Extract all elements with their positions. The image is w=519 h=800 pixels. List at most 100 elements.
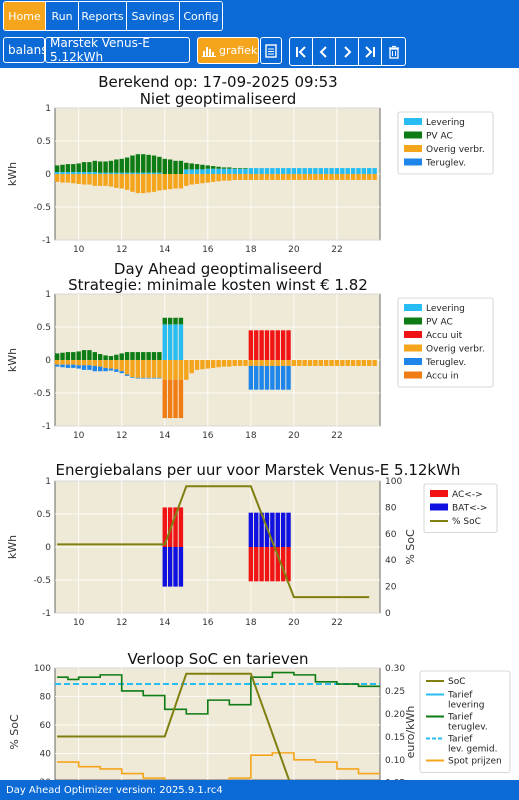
prev-button[interactable]	[313, 38, 336, 65]
x-tick-label: 10	[73, 431, 85, 441]
y-tick-label: 80	[40, 693, 52, 703]
bar-overigverbr	[367, 360, 372, 366]
bar-overigverbr	[87, 174, 92, 185]
bar-teruglev	[259, 365, 264, 390]
bar-overigverbr	[216, 360, 221, 368]
bar-levering	[119, 172, 124, 174]
y-tick-label: -0.5	[33, 389, 51, 399]
next-button[interactable]	[336, 38, 359, 65]
bar-overigverbr	[189, 360, 194, 374]
bar-pvac	[81, 162, 87, 173]
bar-overigverbr	[97, 360, 103, 367]
legend-box	[419, 670, 511, 773]
bar-overigverbr	[264, 174, 270, 180]
bar-ac	[173, 507, 178, 547]
bar-overigverbr	[124, 174, 130, 190]
bar-pvac	[173, 317, 178, 325]
bar-overigverbr	[157, 174, 162, 191]
last-page-button[interactable]	[359, 38, 382, 65]
bar-pvac	[97, 161, 103, 173]
bar-pvac	[184, 162, 189, 170]
bar-overigverbr	[302, 174, 307, 180]
bar-pvac	[151, 155, 157, 173]
report-select[interactable]: balans	[3, 37, 48, 63]
bar-levering	[151, 172, 157, 174]
table-view-button[interactable]	[260, 37, 282, 64]
bar-pvac	[87, 350, 92, 360]
bar-pvac	[167, 317, 173, 325]
bar-pvac	[54, 165, 60, 173]
bar-pvac	[97, 354, 103, 360]
soc-line	[57, 485, 370, 599]
legend-label: levering	[448, 701, 485, 711]
bar-levering	[205, 168, 211, 174]
bar-ac	[280, 547, 286, 582]
nav-home[interactable]: Home	[4, 2, 46, 30]
bar-levering	[65, 172, 71, 174]
bar-pvac	[54, 353, 60, 360]
delete-button[interactable]	[382, 38, 405, 65]
legend-swatch	[404, 344, 422, 352]
y-tick-label: 1	[45, 104, 51, 114]
chevron-left-icon	[319, 45, 327, 58]
bar-overigverbr	[280, 174, 286, 180]
bar-overigverbr	[372, 174, 377, 180]
legend-label: Accu in	[426, 372, 459, 382]
y-tick-label: -0.5	[33, 576, 51, 586]
trash-icon	[388, 45, 399, 59]
bar-accuin	[167, 379, 173, 419]
bar-overigverbr	[361, 360, 367, 366]
y2-tick-label: 80	[385, 503, 397, 513]
bar-overigverbr	[372, 360, 377, 366]
bar-levering	[302, 168, 307, 174]
device-select[interactable]: Marstek Venus-E 5.12kWh	[45, 36, 190, 64]
y-axis-label: kWh	[6, 348, 19, 372]
nav-reports[interactable]: Reports	[79, 2, 127, 30]
nav-savings[interactable]: Savings	[127, 2, 180, 30]
nav-run[interactable]: Run	[46, 2, 79, 30]
legend-label: lev. gemid.	[448, 745, 497, 755]
y-tick-label: 20	[40, 778, 52, 780]
y-tick-label: 100	[34, 664, 51, 674]
bar-overigverbr	[167, 174, 173, 190]
y2-axis-label: % SoC	[404, 529, 417, 565]
bar-overigverbr	[340, 174, 345, 180]
bar-overigverbr	[307, 174, 313, 180]
bar-overigverbr	[173, 360, 178, 380]
bar-teruglev	[151, 377, 157, 379]
bar-levering	[189, 169, 194, 174]
bar-ac	[286, 547, 291, 582]
bar-pvac	[114, 159, 119, 173]
bar-bat	[286, 512, 291, 547]
bar-bat	[162, 547, 167, 587]
bar-pvac	[65, 164, 71, 173]
first-page-button[interactable]	[290, 38, 313, 65]
y-tick-label: 0	[45, 356, 51, 366]
legend-swatch	[404, 145, 422, 152]
bar-levering	[162, 324, 167, 360]
bar-overigverbr	[313, 174, 318, 180]
legend-label: Tarief	[447, 735, 473, 745]
bar-teruglev	[286, 365, 291, 390]
period-nav	[289, 37, 406, 66]
bar-ac	[264, 547, 270, 582]
bar-levering	[275, 168, 280, 174]
bar-pvac	[157, 156, 162, 173]
bar-pvac	[81, 350, 87, 360]
bar-levering	[146, 172, 151, 174]
bar-levering	[254, 168, 259, 174]
bar-levering	[329, 168, 334, 174]
bar-pvac	[221, 167, 227, 169]
grafiek-button[interactable]: grafiek	[197, 37, 259, 64]
bar-overigverbr	[178, 174, 184, 189]
nav-config[interactable]: Config	[180, 2, 222, 30]
bar-levering	[103, 172, 108, 174]
y-tick-label: 1	[45, 477, 51, 487]
bar-ac	[254, 547, 259, 582]
soc-line	[57, 672, 291, 780]
bar-levering	[248, 168, 254, 174]
x-tick-label: 16	[202, 618, 214, 628]
bar-overigverbr	[124, 360, 130, 375]
bar-overigverbr	[119, 360, 124, 372]
